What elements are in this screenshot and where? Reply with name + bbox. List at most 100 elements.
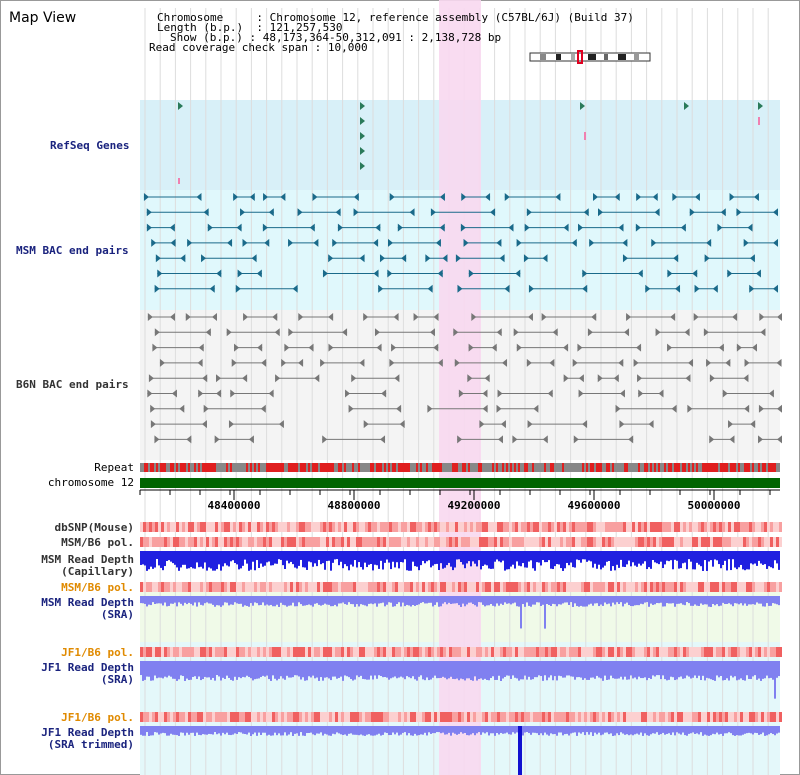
repeat-segment <box>186 463 188 472</box>
msm-bac-pair-end <box>378 284 384 293</box>
msm-pol-cell <box>482 537 485 547</box>
repeat-segment <box>742 463 744 472</box>
show-key: Show (b.p.) <box>170 31 243 44</box>
jf1-pol2-cell <box>293 712 296 722</box>
repeat-segment <box>354 463 356 472</box>
msm-sra-depth-bar <box>712 596 714 605</box>
msm-pol2-cell <box>407 582 410 592</box>
msm-capillary-depth-bar <box>296 551 298 569</box>
msm-capillary-depth-bar <box>408 551 410 571</box>
jf1-sra-depth-bar <box>294 661 296 676</box>
msm-sra-depth-bar <box>400 596 402 607</box>
jf1-sra-depth-bar <box>186 661 188 679</box>
dbsnp-cell <box>533 522 536 532</box>
msm-pol2-cell <box>731 582 734 592</box>
jf1-trim-depth-bar <box>700 726 702 733</box>
jf1-pol2-cell <box>206 712 209 722</box>
msm-sra-depth-bar <box>778 596 780 606</box>
msm-capillary-depth-bar <box>492 551 494 569</box>
b6n-bac-pair-end <box>391 343 397 352</box>
msm-sra-depth-bar <box>524 596 526 607</box>
b6n-bac-pair-end <box>729 435 735 444</box>
jf1-sra-depth-bar <box>566 661 568 676</box>
dbsnp-cell <box>608 522 611 532</box>
jf1-sra-depth-bar <box>274 661 276 679</box>
jf1-sra-depth-bar <box>442 661 444 677</box>
b6n-bac-pair-end <box>533 404 539 413</box>
b6n-bac-pair-end <box>667 343 673 352</box>
msm-sra-depth-bar <box>326 596 328 605</box>
msm-capillary-depth-bar <box>680 551 682 569</box>
jf1-sra-depth-bar <box>554 661 556 677</box>
jf1-sra-depth-bar <box>518 661 520 681</box>
jf1-sra-depth-bar <box>468 661 470 679</box>
b6n-bac-pair-end <box>498 435 504 444</box>
jf1-pol-cell <box>683 647 686 657</box>
msm-pol-cell <box>389 537 392 547</box>
repeat-segment <box>548 463 550 472</box>
msm-capillary-depth-bar <box>302 551 304 568</box>
msm-pol2-cell <box>428 582 431 592</box>
jf1-sra-depth-bar <box>598 661 600 678</box>
jf1-trim-depth-bar <box>220 726 222 736</box>
jf1-pol2-cell <box>551 712 554 722</box>
read-coverage-info: Read coverage check span : 10,000 <box>149 41 368 54</box>
jf1-pol2-cell <box>188 712 191 722</box>
dbsnp-cell <box>269 522 272 532</box>
msm-sra-depth-bar <box>716 596 718 605</box>
b6n-bac-pair-end <box>633 358 639 367</box>
jf1-sra-depth-bar <box>456 661 458 679</box>
msm-pol2-cell <box>653 582 656 592</box>
repeat-segment <box>550 463 552 472</box>
msm-capillary-depth-bar <box>306 551 308 570</box>
msm-capillary-depth-bar <box>350 551 352 565</box>
jf1-trim-depth-bar <box>394 726 396 735</box>
jf1-sra-depth-bar <box>762 661 764 679</box>
jf1-sra-depth-bar <box>720 661 722 676</box>
msm-sra-depth-bar <box>620 596 622 603</box>
msm-capillary-depth-bar <box>246 551 248 564</box>
msm-pol2-cell <box>347 582 350 592</box>
jf1-trim-depth-bar <box>538 726 540 736</box>
msm-pol2-cell <box>689 582 692 592</box>
msm-sra-depth-bar <box>254 596 256 603</box>
msm-pol-cell <box>296 537 299 547</box>
msm-capillary-depth-bar <box>604 551 606 566</box>
repeat-segment <box>624 463 626 472</box>
msm-pol-cell <box>671 537 674 547</box>
b6n-bac-pair-end <box>359 358 365 367</box>
jf1-sra-depth-bar <box>776 661 778 678</box>
jf1-trim-depth-bar <box>638 726 640 735</box>
jf1-pol-cell <box>755 647 758 657</box>
msm-pol2-cell <box>551 582 554 592</box>
repeat-segment <box>356 463 358 472</box>
jf1-pol-cell <box>452 647 455 657</box>
msm-sra-depth-bar <box>596 596 598 604</box>
repeat-segment <box>330 463 332 472</box>
msm-pol-cell <box>152 537 155 547</box>
msm-sra-depth-bar <box>296 596 298 607</box>
msm-bac-pair-end <box>425 254 431 263</box>
jf1-pol-cell <box>179 647 182 657</box>
jf1-sra-depth-bar <box>594 661 596 679</box>
msm-capillary-depth-bar <box>374 551 376 565</box>
jf1-pol2-cell <box>776 712 779 722</box>
msm-sra-depth-bar <box>322 596 324 605</box>
dbsnp-cell <box>761 522 764 532</box>
jf1-sra-depth-bar <box>146 661 148 677</box>
b6n-bac-pair-end <box>147 313 153 321</box>
jf1-pol2-cell <box>239 712 242 722</box>
msm-sra-depth-bar <box>200 596 202 605</box>
msm-bac-pair-end <box>288 238 294 247</box>
jf1-trim-depth-bar <box>192 726 194 733</box>
msm-pol2-cell <box>500 582 503 592</box>
jf1-pol2-cell <box>311 712 314 722</box>
jf1-pol-cell <box>242 647 245 657</box>
dbsnp-cell <box>770 522 773 532</box>
b6n-bac-pair-end <box>468 343 474 352</box>
msm-pol2-cell <box>377 582 380 592</box>
jf1-sra-depth-bar <box>640 661 642 679</box>
msm-bac-pair-end <box>442 254 448 263</box>
b6n-bac-pair-end <box>275 374 281 383</box>
